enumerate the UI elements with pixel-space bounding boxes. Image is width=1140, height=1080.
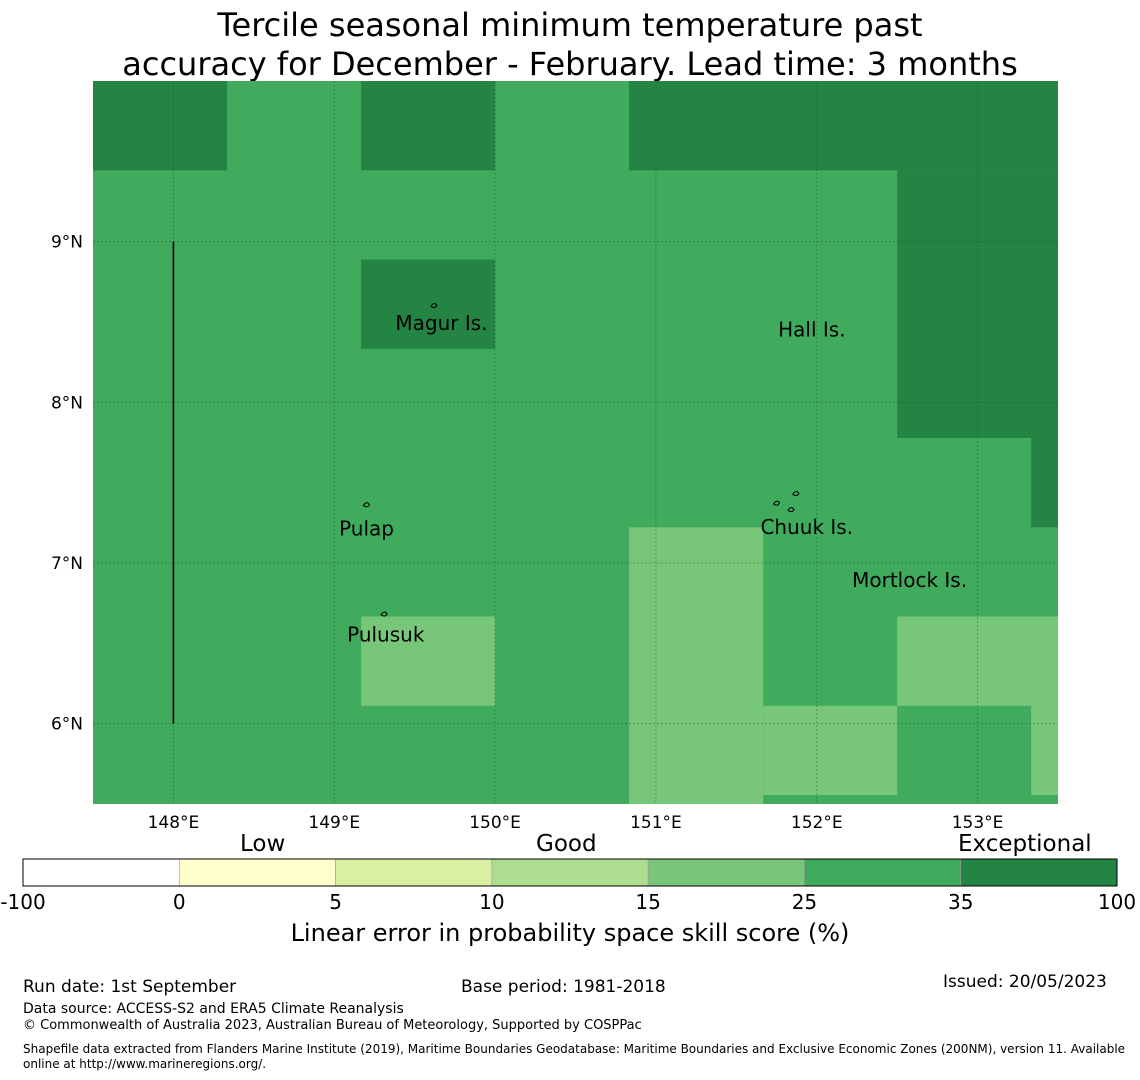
island-outline [792,491,800,497]
colorbar-tick-label: 100 [1097,890,1137,914]
colorbar-segment [491,858,649,887]
title-line-1: Tercile seasonal minimum temperature pas… [217,6,923,44]
lon-tick-label: 150°E [469,813,521,833]
lat-tick-label: 7°N [51,554,83,574]
colorbar-segment [178,858,336,887]
latitude-labels: 9°N 8°N 7°N 6°N [51,233,83,735]
run-date: Run date: 1st September [23,977,237,997]
skill-cell [629,81,1058,171]
category-low: Low [240,831,286,857]
colorbar-segment [22,858,180,887]
island-outline [787,507,795,513]
colorbar-tick-label: 0 [172,890,186,914]
lat-tick-label: 6°N [51,715,83,735]
lat-tick-label: 9°N [51,233,83,253]
skill-cell [1031,705,1058,796]
lon-tick-label: 153°E [952,813,1004,833]
island-outline [380,611,388,617]
place-label: Magur Is. [395,311,487,335]
skill-score-map: Magur Is. Hall Is. Pulap Chuuk Is. Mortlock … [22,81,1118,887]
data-source: Data source: ACCESS-S2 and ERA5 Climate … [23,1001,404,1017]
category-good: Good [536,831,597,857]
place-labels: Magur Is. Hall Is. Pulap Chuuk Is. Mortlock … [339,311,967,647]
longitude-labels: 148°E 149°E 150°E 151°E 152°E 153°E [148,813,1004,833]
island-outlines [362,303,800,617]
base-period: Base period: 1981-2018 [461,977,666,997]
island-outline [362,502,371,508]
colorbar-tick-label: -100 [0,890,46,914]
colorbar-frame [22,858,1118,887]
place-label: Mortlock Is. [852,568,967,592]
colorbar-tick-label: 25 [791,890,818,914]
lat-tick-label: 8°N [51,393,83,413]
skill-cell [361,616,496,706]
skill-cell [93,81,227,171]
copyright: © Commonwealth of Australia 2023, Austra… [23,1018,642,1033]
colorbar-tick-label: 5 [329,890,342,914]
skill-cell [361,259,496,349]
island-outline [772,500,781,506]
lon-tick-label: 149°E [308,813,360,833]
colorbar-tick-label: 15 [635,890,661,914]
colorbar-segment [647,858,805,887]
place-label: Pulusuk [347,623,425,647]
shapefile-credit: Shapefile data extracted from Flanders M… [23,1042,1126,1071]
colorbar-segment [960,858,1118,887]
lon-tick-label: 148°E [148,813,200,833]
skill-cell [1031,438,1058,528]
colorbar-tick-label: 10 [479,890,505,914]
map-title: Tercile seasonal minimum temperature pas… [0,6,1140,84]
island-outline [430,303,438,309]
colorbar-label: Linear error in probability space skill … [290,919,850,947]
issued-date: Issued: 20/05/2023 [943,972,1107,992]
place-label: Hall Is. [778,317,845,341]
lon-tick-label: 152°E [791,813,843,833]
skill-cell [361,81,496,171]
colorbar-segment [335,858,493,887]
place-label: Pulap [339,517,394,541]
category-exceptional: Exceptional [958,831,1092,857]
colorbar-segment [804,858,962,887]
colorbar [22,858,1118,887]
skill-cell [629,527,764,804]
place-label: Chuuk Is. [760,515,853,539]
title-line-2: accuracy for December - February. Lead t… [122,45,1018,83]
lon-tick-label: 151°E [630,813,682,833]
colorbar-tick-label: 35 [947,890,974,914]
gridlines [93,81,1058,804]
skill-cell [763,705,898,796]
